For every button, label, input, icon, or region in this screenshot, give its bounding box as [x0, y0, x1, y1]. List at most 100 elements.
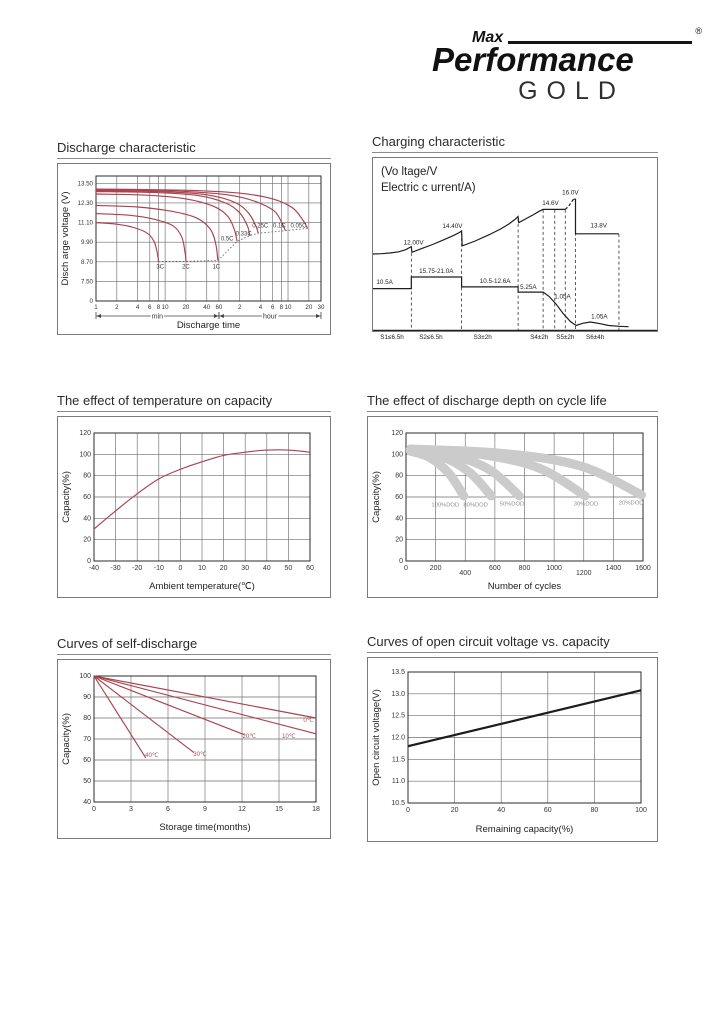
- chart-text: 120: [79, 430, 91, 437]
- cycle-life-title: The effect of discharge depth on cycle l…: [367, 393, 658, 412]
- temperature-plot: -40 -30 -20 -10 0 10 20 30 40 50 60 0 20 40 60 80 100 120…: [61, 430, 314, 592]
- chart-text: 15: [275, 806, 283, 813]
- chart-text: 40: [497, 807, 505, 814]
- chart-text: Remaining capacity(%): [476, 824, 574, 835]
- series-0.25C: [95, 190, 259, 234]
- charging-stage-labels: S1≤6.5h S2≤6.5h S3±2h S4±2h S5±2h S6±4h: [372, 334, 658, 345]
- chart-text: 1: [94, 304, 98, 311]
- chart-text: 30℃: [193, 751, 207, 758]
- series-3C: [95, 222, 159, 262]
- series-capacity-vs-temperature: [93, 449, 311, 530]
- chart-text: 60: [83, 494, 91, 501]
- stage-label: S4±2h: [530, 334, 549, 341]
- chart-text: 4: [259, 304, 263, 311]
- cycle-life-chart: 100%DOD 80%DOD 50%DOD 30%DOD 20%DOD 0 200 400 60…: [367, 416, 658, 598]
- chart-text: 40: [395, 515, 403, 522]
- chart-text: 10: [285, 304, 292, 311]
- series-0.1C: [95, 189, 286, 231]
- self-discharge-chart: 40℃ 30℃ 20℃ 10℃ 0℃ 0 3 6 9 12 15 18 40 50 60 70 80 90 100 S…: [57, 659, 331, 839]
- chart-text: 12.00V: [404, 240, 425, 247]
- chart-text: 60: [395, 494, 403, 501]
- chart-text: 50: [285, 565, 293, 572]
- chart-text: 11.5: [392, 756, 405, 763]
- chart-text: Capacity(%): [61, 713, 72, 765]
- chart-text: 12.0: [391, 735, 405, 742]
- chart-text: Capacity(%): [371, 471, 382, 523]
- chart-text: 2C: [182, 264, 190, 270]
- section-temperature-capacity: The effect of temperature on capacity -4…: [57, 393, 331, 598]
- chart-text: 30: [241, 565, 249, 572]
- chart-text: 5.25A: [520, 284, 537, 291]
- logo-max-text: Max: [472, 29, 504, 46]
- chart-text: 40: [263, 565, 271, 572]
- chart-text: 80: [591, 807, 599, 814]
- band-20%DOD: [405, 444, 646, 500]
- legend-line-1: (Vo ltage/V: [381, 166, 438, 178]
- chart-text: 3C: [156, 264, 164, 270]
- chart-text: 15.75-21.0A: [419, 268, 454, 275]
- chart-text: 70: [83, 736, 91, 743]
- temperature-capacity-title: The effect of temperature on capacity: [57, 393, 331, 412]
- chart-text: 13.0: [391, 691, 405, 698]
- chart-text: 16.0V: [562, 190, 579, 197]
- chart-text: 1400: [606, 565, 622, 572]
- logo-top-row: Max ®: [432, 26, 702, 46]
- chart-text: 10: [198, 565, 206, 572]
- chart-text: 1.05A: [591, 314, 608, 321]
- chart-text: Storage time(months): [159, 822, 250, 833]
- chart-text: 10℃: [282, 733, 296, 740]
- legend-line-2: Electric c urrent/A): [381, 182, 476, 194]
- chart-text: 0.5C: [221, 237, 234, 243]
- chart-text: 13.8V: [591, 223, 608, 230]
- chart-text: 2: [238, 304, 242, 311]
- chart-text: 12.30: [78, 200, 94, 207]
- chart-text: 20: [220, 565, 228, 572]
- stage-label: S1≤6.5h: [380, 334, 404, 341]
- chart-text: 3: [129, 806, 133, 813]
- chart-text: Capacity(%): [61, 471, 72, 523]
- series-0.5C: [95, 193, 238, 242]
- chart-text: -30: [111, 565, 121, 572]
- series-10℃: [93, 675, 317, 735]
- chart-text: 20℃: [242, 733, 256, 740]
- chart-text: 40: [83, 515, 91, 522]
- chart-text: 30: [318, 304, 325, 311]
- voltage-curve: [372, 208, 566, 255]
- registered-trademark-icon: ®: [695, 26, 702, 36]
- chart-text: -10: [154, 565, 164, 572]
- chart-text: Open circuit voltage(V): [371, 689, 382, 786]
- chart-text: 600: [489, 565, 501, 572]
- chart-text: 100: [79, 673, 91, 680]
- charging-characteristic-chart: (Vo ltage/V Electric c urrent/A) 12.00V 14.…: [372, 157, 658, 332]
- chart-text: Number of cycles: [488, 581, 562, 592]
- chart-text: 800: [519, 565, 531, 572]
- chart-text: 1200: [576, 570, 592, 577]
- series-2C: [95, 213, 187, 262]
- chart-text: 20: [451, 807, 459, 814]
- charging-characteristic-title: Charging characteristic: [372, 134, 658, 153]
- chart-text: 120: [391, 430, 403, 437]
- open-circuit-voltage-title: Curves of open circuit voltage vs. capac…: [367, 634, 658, 653]
- chart-text: 4: [136, 304, 140, 311]
- chart-text: 12: [238, 806, 246, 813]
- chart-text: 11.10: [78, 220, 94, 227]
- section-open-circuit-voltage: Curves of open circuit voltage vs. capac…: [367, 634, 658, 842]
- chart-text: 100: [635, 807, 647, 814]
- voltage-curve-float: [573, 198, 619, 235]
- chart-text: 100: [391, 451, 403, 458]
- chart-text: 0: [406, 807, 410, 814]
- chart-text: 100%DOD: [431, 503, 459, 509]
- chart-text: 8: [280, 304, 284, 311]
- chart-text: 11.0: [392, 778, 405, 785]
- self-discharge-title: Curves of self-discharge: [57, 636, 331, 655]
- chart-text: 60: [83, 757, 91, 764]
- chart-text: Discharge time: [177, 320, 240, 331]
- chart-text: 6: [166, 806, 170, 813]
- chart-text: 50%DOD: [500, 502, 524, 508]
- chart-text: 30%DOD: [574, 502, 598, 508]
- chart-text: 13.50: [78, 180, 94, 187]
- brand-logo: Max ® Performance GOLD: [432, 26, 702, 106]
- chart-text: 14.40V: [443, 223, 464, 230]
- chart-text: Disch arge voltage (V): [60, 192, 71, 286]
